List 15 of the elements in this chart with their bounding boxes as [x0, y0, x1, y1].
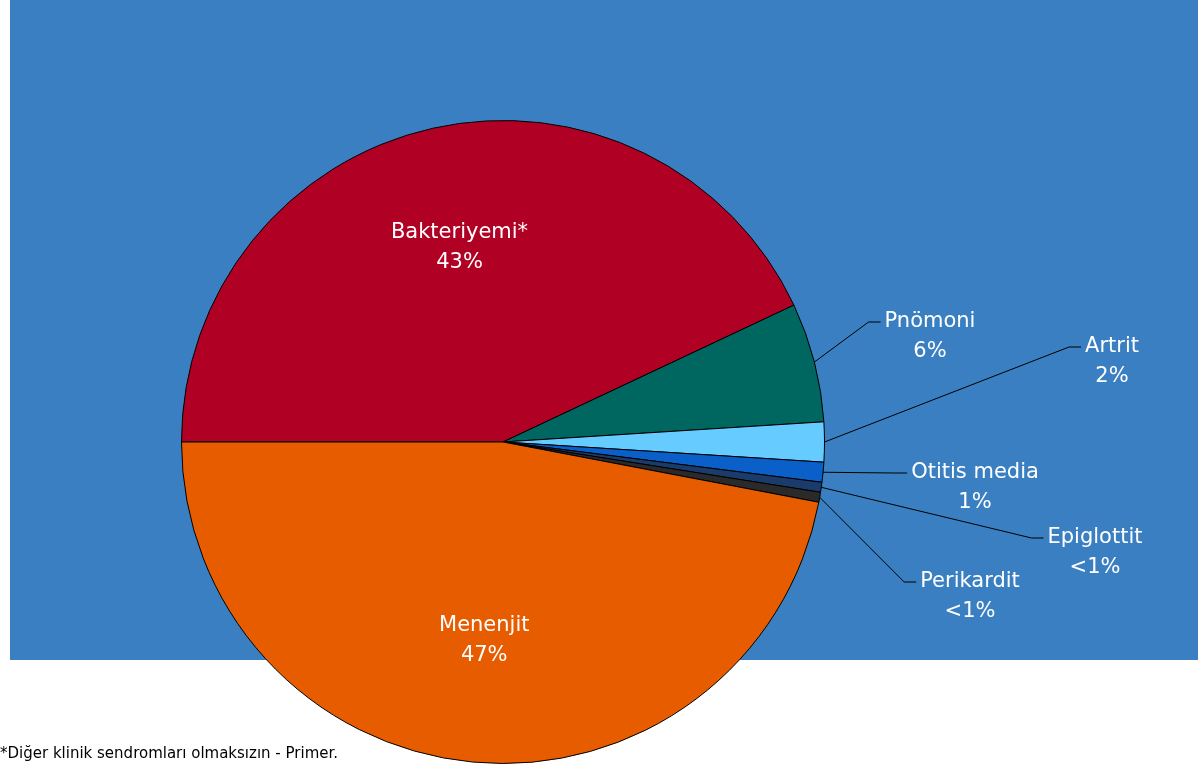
data-label: 1% — [958, 489, 992, 514]
slice-label: Perikardit — [920, 568, 1020, 593]
slice-label: Otitis media — [911, 459, 1039, 484]
data-label: 43% — [436, 248, 483, 273]
slice-label: Artrit — [1085, 333, 1139, 358]
slice-label: Bakteriyemi* — [390, 218, 529, 243]
slice-label: Epiglottit — [1047, 524, 1143, 549]
data-label: 6% — [913, 338, 947, 363]
data-label: <1% — [1069, 554, 1121, 579]
slice-label: Menenjit — [439, 611, 530, 636]
data-label: 2% — [1095, 363, 1129, 388]
text: *Diğer klinik sendromları olmaksızın - Primer. — [0, 744, 339, 762]
data-label: 47% — [460, 641, 508, 666]
slice-label: Pnömoni — [884, 308, 976, 333]
data-label: <1% — [944, 598, 996, 623]
